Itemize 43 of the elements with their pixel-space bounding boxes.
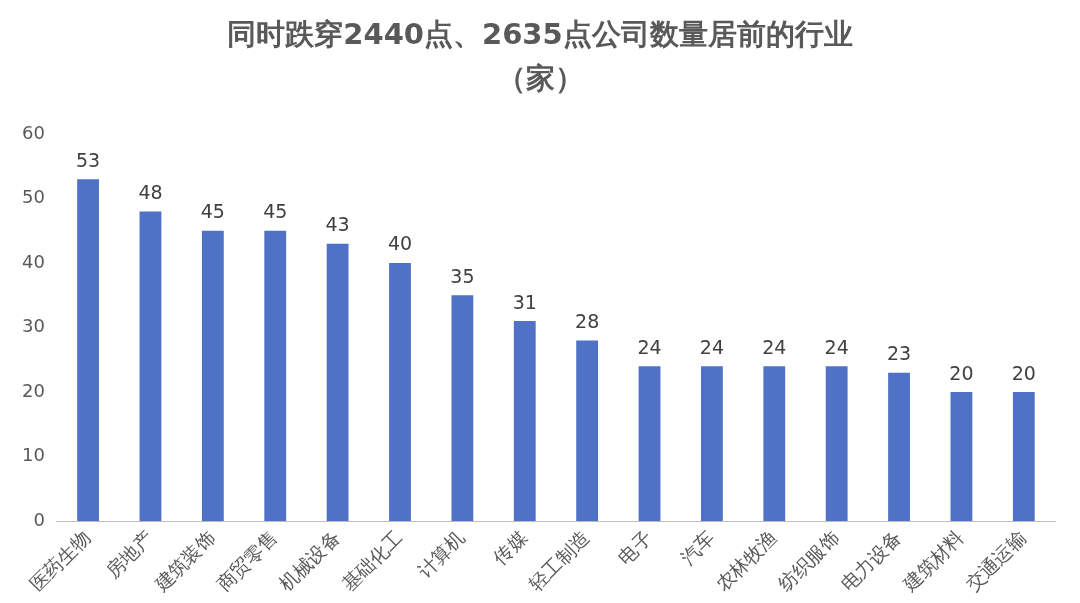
chart-title: 同时跌穿2440点、2635点公司数量居前的行业（家） <box>226 16 854 97</box>
data-label: 23 <box>886 342 912 365</box>
bar <box>576 340 599 522</box>
bar <box>700 366 723 522</box>
bar <box>389 263 411 522</box>
y-tick-label: 10 <box>22 444 45 466</box>
data-label: 28 <box>575 309 600 332</box>
x-tick-label: 电子 <box>613 525 656 569</box>
y-tick-label: 20 <box>22 379 45 401</box>
data-label: 53 <box>76 148 101 171</box>
data-label: 24 <box>824 335 849 358</box>
bar <box>638 366 661 522</box>
x-tick-label: 计算机 <box>412 525 469 582</box>
data-label: 45 <box>200 200 225 223</box>
data-label: 48 <box>138 180 163 203</box>
data-label: 20 <box>1011 361 1036 384</box>
bar <box>77 179 100 522</box>
bar <box>513 321 536 522</box>
data-label: 45 <box>263 200 288 223</box>
y-tick-label: 30 <box>22 315 45 337</box>
x-tick-label: 传媒 <box>488 525 532 569</box>
bar <box>264 230 287 522</box>
data-label: 24 <box>637 335 662 358</box>
bar <box>950 392 973 522</box>
x-tick-label: 汽车 <box>675 525 719 569</box>
y-tick-label: 40 <box>22 250 45 272</box>
y-tick-label: 50 <box>22 186 45 208</box>
data-label: 20 <box>949 361 974 384</box>
data-label: 31 <box>512 290 537 313</box>
bar <box>451 295 474 522</box>
bar <box>763 366 786 522</box>
data-label: 24 <box>762 335 787 358</box>
bar <box>139 211 162 522</box>
bar <box>326 243 349 522</box>
data-label: 24 <box>699 335 724 358</box>
bar <box>888 372 910 522</box>
bar <box>825 366 848 522</box>
data-label: 40 <box>387 232 413 255</box>
y-tick-label: 60 <box>22 121 45 143</box>
bar <box>201 230 224 522</box>
bar <box>1012 392 1035 522</box>
data-label: 43 <box>325 213 350 236</box>
data-label: 35 <box>450 264 475 287</box>
